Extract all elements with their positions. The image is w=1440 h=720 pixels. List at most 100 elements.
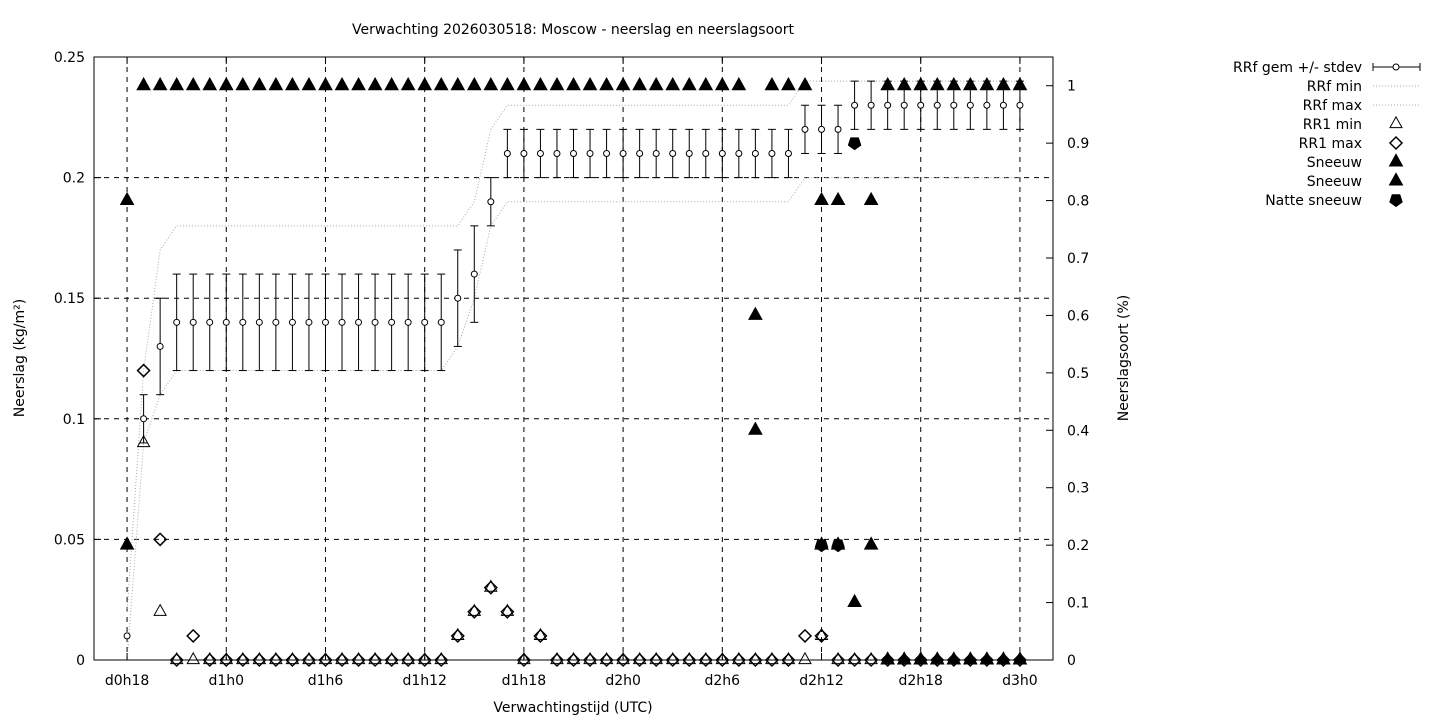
- rr1-min-point: [384, 651, 399, 665]
- legend-pentagon: [1389, 194, 1403, 208]
- legend-label: Natte sneeuw: [1265, 193, 1362, 209]
- rr1-min-point: [616, 651, 630, 665]
- rr1-max-point: [715, 652, 730, 668]
- legend-label: RRf min: [1307, 79, 1362, 95]
- rrf-mean-point: [272, 318, 280, 326]
- rrf-mean-point: [603, 149, 611, 157]
- sneeuw-point: [500, 76, 515, 91]
- rr1-min-point: [798, 651, 812, 665]
- rr1-max-point: [351, 652, 366, 668]
- rr1-max-point: [368, 652, 383, 668]
- rrf-mean-point: [255, 318, 263, 326]
- sneeuw-point: [929, 651, 945, 665]
- rr1-min-point: [831, 651, 845, 665]
- rrf-mean-point: [619, 149, 627, 157]
- rr1-max-point: [698, 652, 713, 668]
- sneeuw-point: [533, 76, 548, 91]
- rrf-mean-point: [437, 318, 445, 326]
- sneeuw-point: [698, 76, 714, 91]
- sneeuw-point: [615, 76, 631, 91]
- rr1-max-point: [219, 652, 234, 668]
- rrf-mean-point: [371, 318, 379, 326]
- rrf-mean-point: [867, 101, 875, 109]
- rrf-mean-point: [570, 149, 577, 157]
- sneeuw-point: [880, 76, 896, 91]
- rrf-mean-point: [321, 318, 329, 326]
- rr1-min-point: [401, 651, 416, 665]
- rrf-mean-point: [487, 198, 495, 206]
- sneeuw-point: [417, 76, 433, 91]
- rr1-max-point: [814, 628, 829, 643]
- rrf-mean-point: [718, 149, 726, 157]
- sneeuw-point: [566, 76, 581, 91]
- x-tick-label: d2h0: [605, 673, 641, 689]
- rrf-mean-point: [140, 415, 148, 423]
- rrf-mean-point: [388, 318, 396, 326]
- rr1-min-point: [781, 651, 796, 665]
- rr1-max-point: [136, 363, 151, 378]
- rr1-min-point: [748, 651, 763, 665]
- rr1-min-point: [665, 651, 680, 665]
- sneeuw-point: [830, 191, 846, 206]
- rr1-min-point: [153, 603, 167, 616]
- sneeuw-point: [929, 76, 945, 91]
- rr1-min-point: [285, 651, 300, 665]
- x-tick-label: d3h0: [1002, 673, 1038, 689]
- rrf-mean-point: [586, 149, 594, 157]
- rr1-max-point: [516, 652, 531, 668]
- rr1-max-point: [301, 652, 317, 668]
- rrf-mean-point: [999, 101, 1007, 109]
- rrf-mean-point: [338, 318, 346, 326]
- plot-frame: [93, 56, 1054, 661]
- sneeuw-point: [483, 76, 499, 91]
- rr1-max-point: [252, 652, 267, 668]
- rr1-max-point: [401, 652, 416, 668]
- rrf-mean-point: [421, 318, 429, 326]
- sneeuw-point: [367, 76, 383, 91]
- rr1-max-point: [880, 652, 895, 668]
- sneeuw-point: [863, 191, 879, 206]
- legend-label: RR1 max: [1299, 136, 1362, 152]
- rr1-max-point: [599, 652, 614, 668]
- rrf-mean-point: [1016, 101, 1024, 109]
- rr1-max-point: [268, 652, 283, 668]
- rr1-min-point: [318, 651, 333, 665]
- sneeuw-point: [896, 651, 912, 665]
- sneeuw-point: [1012, 76, 1028, 91]
- rr1-max-point: [1012, 652, 1027, 668]
- rrf-mean-point: [288, 318, 296, 326]
- rr1-max-point: [897, 652, 912, 668]
- legend-mean-marker: [1392, 63, 1400, 71]
- rrf-mean-point: [685, 149, 693, 157]
- rrf-mean-point: [801, 125, 809, 133]
- sneeuw-point: [318, 76, 333, 91]
- sneeuw-point: [863, 536, 879, 550]
- rrf-mean-point: [536, 149, 544, 157]
- rr1-max-point: [434, 652, 449, 668]
- rr1-min-point: [517, 651, 531, 665]
- x-tick-label: d1h18: [502, 673, 546, 689]
- sneeuw-point: [996, 76, 1011, 91]
- rr1-max-point: [847, 652, 862, 668]
- rrf-min-line: [126, 177, 1020, 661]
- rr1-min-point: [351, 651, 366, 665]
- rr1-max-point: [731, 652, 746, 668]
- rr1-max-point: [483, 580, 498, 595]
- y-right-tick-label: 0.5: [1067, 366, 1089, 382]
- rrf-mean-point: [950, 101, 958, 109]
- legend-label: Sneeuw: [1307, 155, 1362, 171]
- sneeuw-point: [962, 651, 978, 665]
- sneeuw-point: [516, 76, 532, 91]
- rrf-mean-point: [983, 101, 991, 109]
- y-tick-label: 0.25: [54, 50, 85, 66]
- rr1-max-point: [830, 652, 846, 668]
- y-tick-label: 0.1: [63, 412, 85, 428]
- rr1-max-point: [450, 628, 465, 643]
- rr1-max-point: [417, 652, 432, 668]
- rr1-min-point: [219, 651, 234, 665]
- rr1-max-point: [979, 652, 994, 668]
- sneeuw-point: [119, 191, 135, 206]
- sneeuw-point: [433, 76, 449, 91]
- sneeuw-point: [748, 421, 763, 435]
- rr1-min-point: [583, 651, 597, 665]
